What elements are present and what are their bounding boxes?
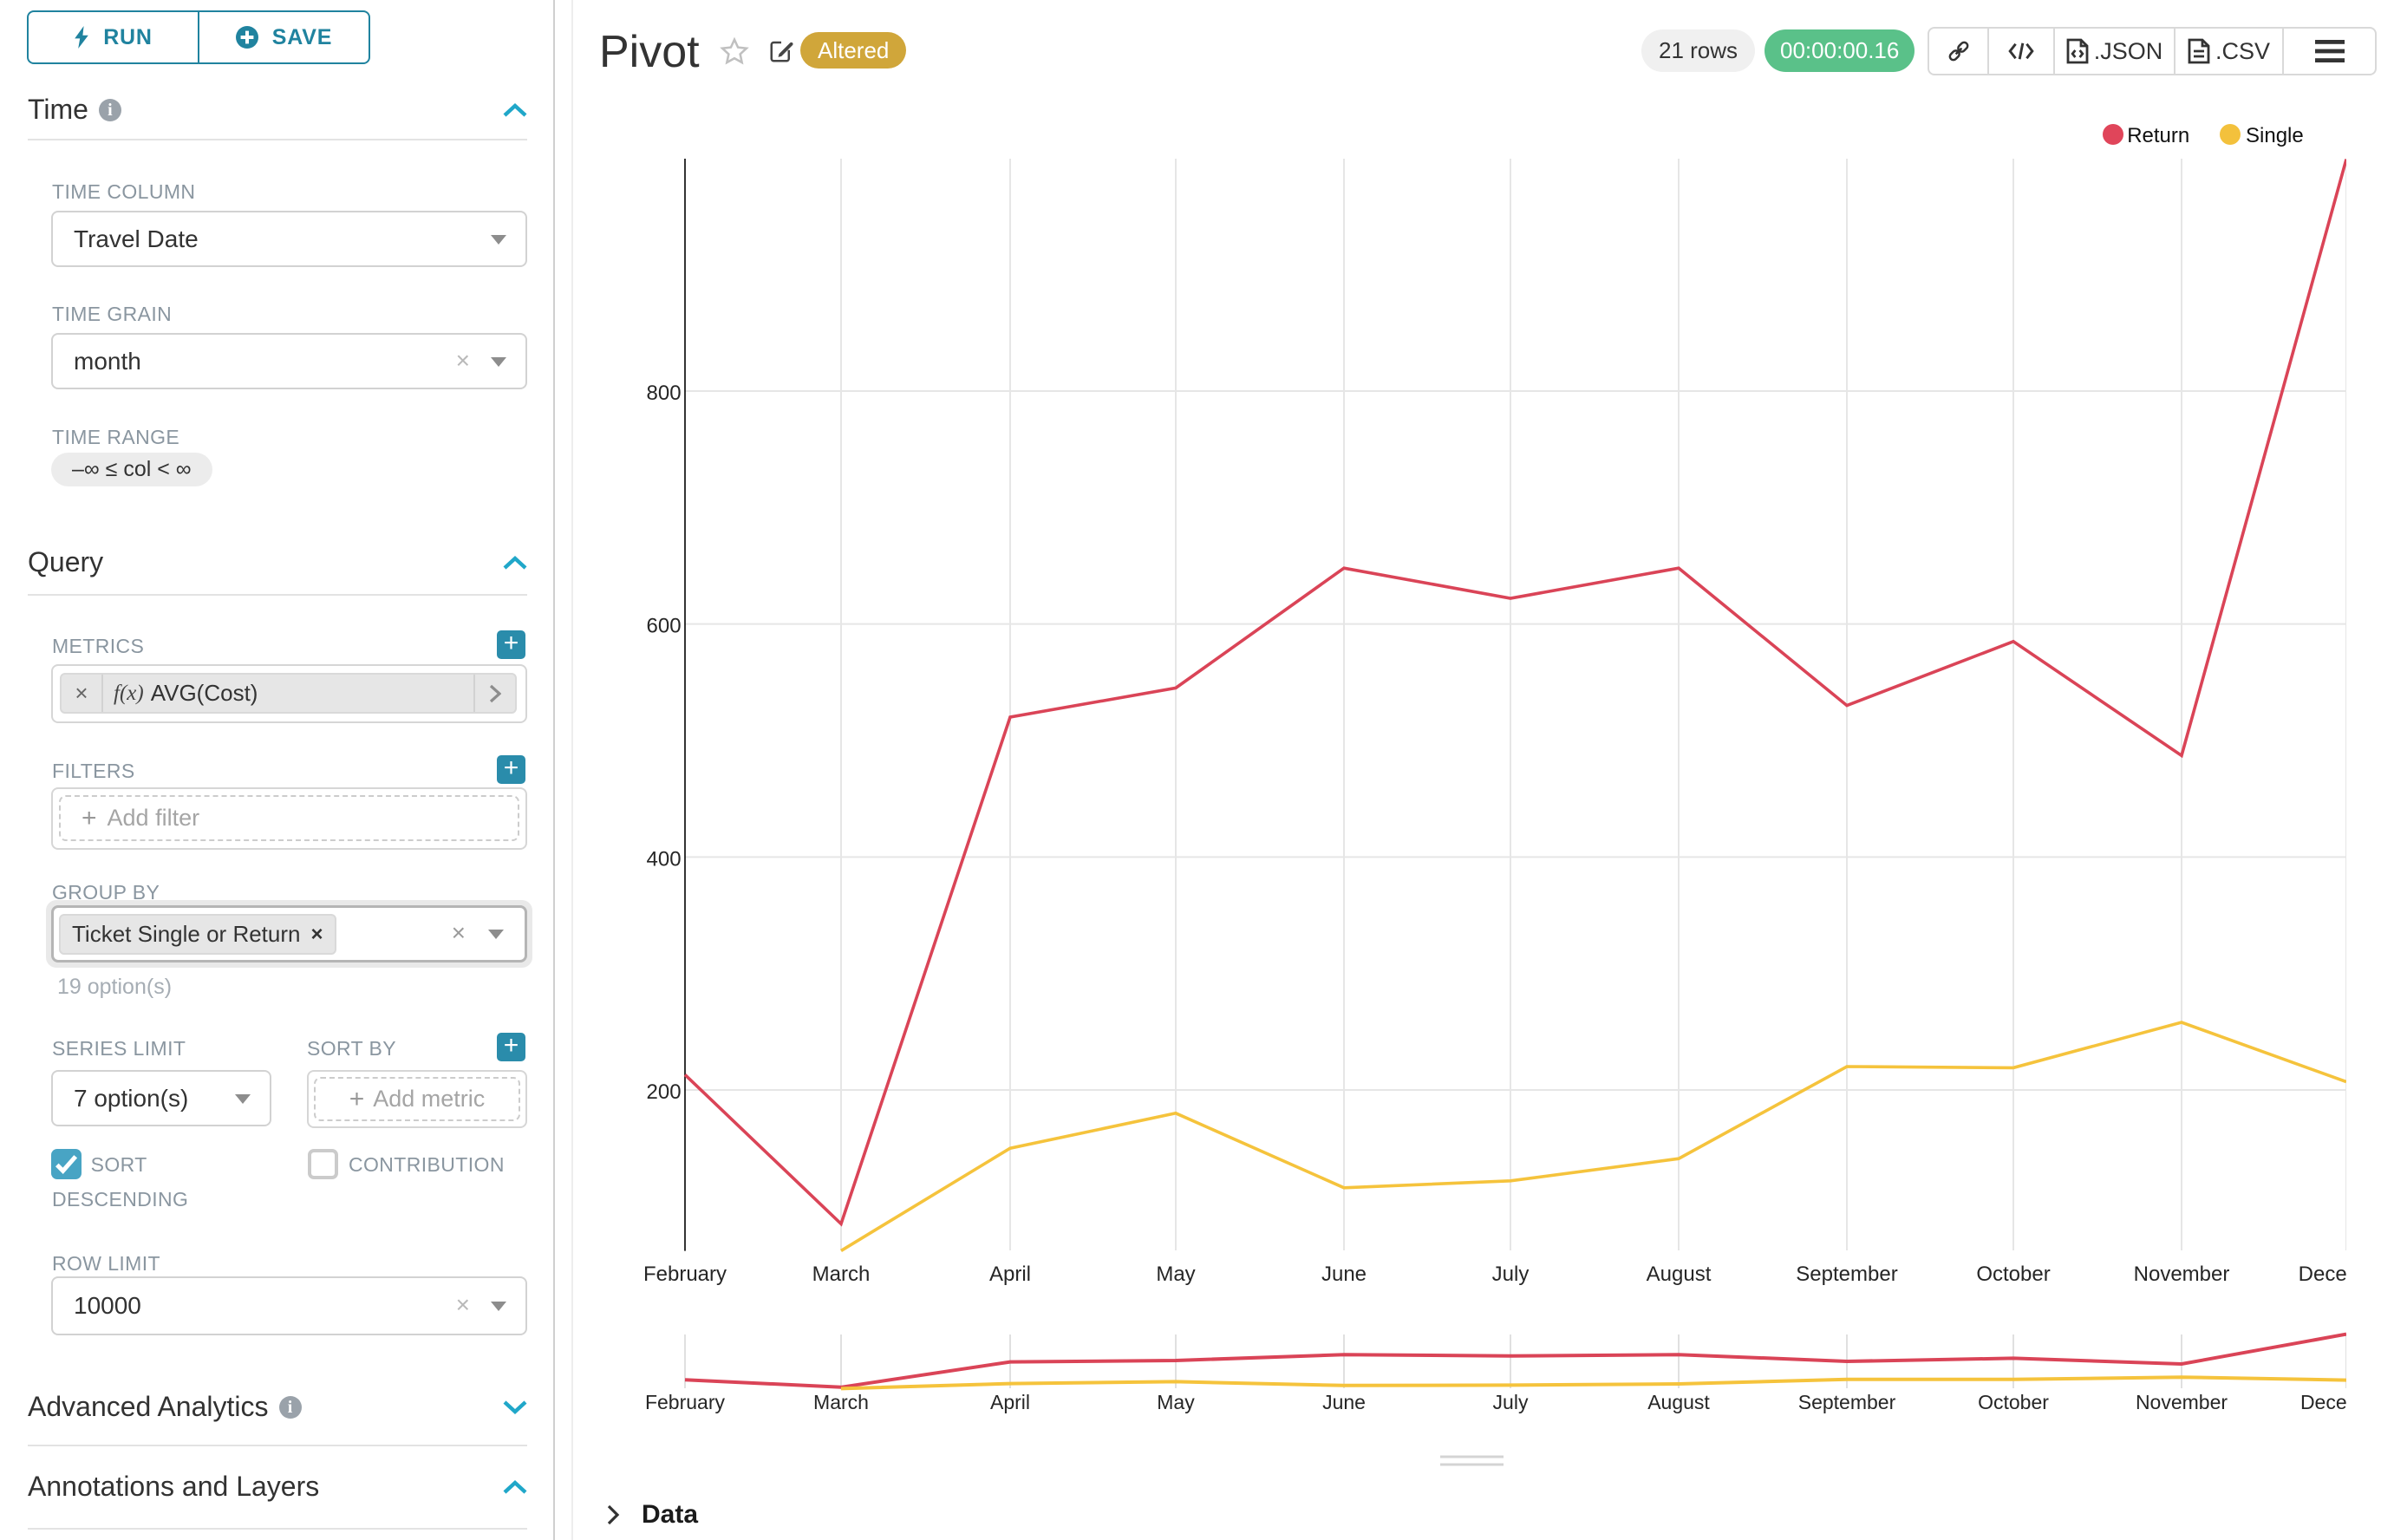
- svg-text:July: July: [1492, 1263, 1530, 1286]
- svg-text:800: 800: [647, 382, 682, 405]
- svg-text:April: April: [990, 1391, 1030, 1413]
- svg-text:August: August: [1647, 1391, 1710, 1413]
- svg-text:March: March: [812, 1263, 871, 1286]
- svg-text:November: November: [2136, 1391, 2228, 1413]
- svg-text:June: June: [1322, 1391, 1366, 1413]
- svg-text:February: February: [645, 1391, 726, 1413]
- svg-text:May: May: [1156, 1263, 1195, 1286]
- svg-text:February: February: [643, 1263, 727, 1286]
- svg-text:October: October: [1978, 1391, 2049, 1413]
- svg-text:November: November: [2134, 1263, 2230, 1286]
- svg-text:December: December: [2299, 1263, 2346, 1286]
- svg-text:December: December: [2300, 1391, 2346, 1413]
- svg-text:September: September: [1798, 1391, 1896, 1413]
- svg-text:March: March: [813, 1391, 869, 1413]
- svg-text:400: 400: [647, 847, 682, 871]
- svg-text:June: June: [1321, 1263, 1367, 1286]
- svg-text:200: 200: [647, 1080, 682, 1104]
- svg-text:September: September: [1796, 1263, 1897, 1286]
- svg-text:October: October: [1976, 1263, 2050, 1286]
- svg-text:600: 600: [647, 615, 682, 638]
- svg-text:April: April: [989, 1263, 1031, 1286]
- svg-text:August: August: [1647, 1263, 1712, 1286]
- svg-text:July: July: [1493, 1391, 1529, 1413]
- svg-text:May: May: [1157, 1391, 1195, 1413]
